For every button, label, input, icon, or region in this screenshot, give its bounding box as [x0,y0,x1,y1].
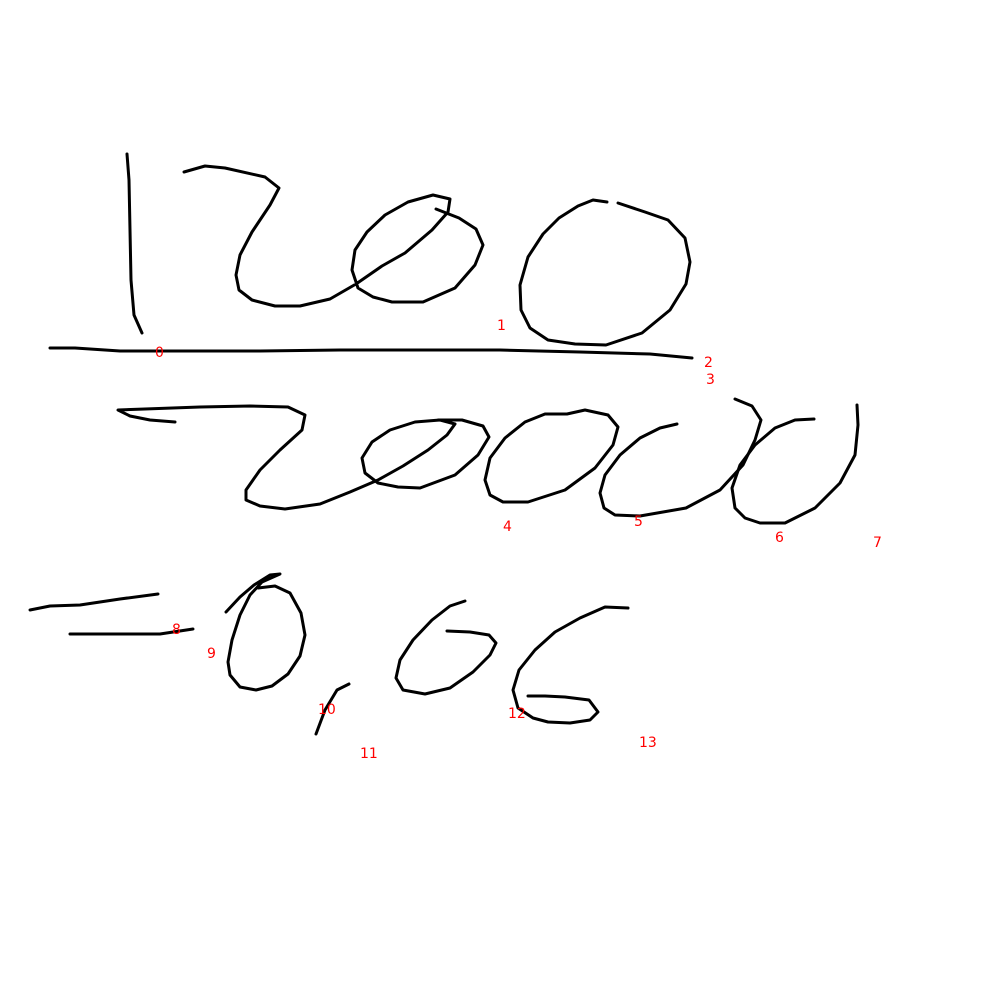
ink-stroke [182,164,485,308]
stroke-index-label: 6 [775,530,784,546]
stroke-index-label: 11 [360,746,378,762]
ink-stroke [48,346,694,360]
ink-strokes [28,152,860,736]
stroke-index-label: 4 [503,519,512,535]
stroke-index-label: 7 [873,535,882,551]
stroke-index-label: 10 [318,702,336,718]
ink-stroke [394,599,498,696]
ink-stroke [68,627,195,636]
ink-stroke [518,198,692,347]
stroke-index-label: 12 [508,706,526,722]
stroke-index-label: 5 [634,514,643,530]
ink-stroke [730,403,860,525]
ink-stroke [483,408,620,504]
ink-stroke [511,605,630,725]
stroke-index-label: 2 [704,355,713,371]
ink-stroke [224,572,307,692]
ink-stroke [116,404,491,511]
stroke-index-label: 13 [639,735,657,751]
ink-stroke [598,397,763,518]
stroke-index-label: 3 [706,372,715,388]
ink-stroke [28,592,160,612]
stroke-index-label: 8 [172,622,181,638]
ink-stroke [314,682,351,736]
stroke-index-label: 1 [497,318,506,334]
stroke-index-label: 0 [155,345,164,361]
stroke-index-label: 9 [207,646,216,662]
ink-stroke [125,152,144,335]
